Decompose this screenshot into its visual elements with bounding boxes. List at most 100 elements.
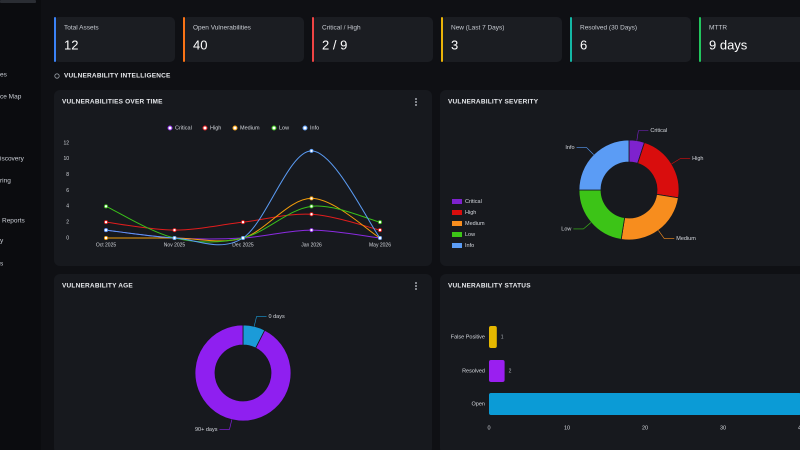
x-tick-label: Nov 2025 <box>164 242 186 248</box>
series-line <box>105 150 381 246</box>
y-tick-label: Open <box>472 401 485 407</box>
leader-line <box>573 222 592 230</box>
panel <box>54 90 432 266</box>
nav-item[interactable]: es <box>0 72 8 79</box>
pie-slice[interactable] <box>194 324 292 422</box>
nav-item[interactable]: iscovery <box>0 156 25 163</box>
kpi-accent <box>570 17 572 62</box>
kpi-value: 12 <box>64 37 78 52</box>
panel-title: VULNERABILITY STATUS <box>448 283 531 290</box>
point <box>172 235 177 240</box>
y-tick-label: 12 <box>63 140 69 146</box>
panel-title: VULNERABILITY SEVERITY <box>448 99 539 106</box>
legend-label[interactable]: Low <box>279 125 289 131</box>
nav-item[interactable]: s <box>0 261 4 268</box>
x-tick-label: 30 <box>720 425 726 431</box>
leader-line <box>636 130 649 141</box>
point <box>104 228 109 233</box>
panel <box>440 90 800 266</box>
kpi-label: Total Assets <box>64 25 99 32</box>
legend-label[interactable]: Critical <box>175 125 192 131</box>
x-tick-label: 40 <box>798 425 800 431</box>
kpi-accent <box>54 17 56 62</box>
legend-label[interactable]: Info <box>310 125 319 131</box>
nav-item[interactable]: y <box>0 238 4 245</box>
legend-marker <box>167 125 173 131</box>
kpi-label: New (Last 7 Days) <box>451 25 504 32</box>
x-tick-label: Oct 2025 <box>96 242 117 248</box>
y-tick-label: 2 <box>66 219 69 225</box>
nav-item[interactable]: ce Map <box>0 94 22 101</box>
legend-label[interactable]: Medium <box>240 125 260 131</box>
bar[interactable] <box>489 360 505 382</box>
kpi-card <box>699 17 800 62</box>
slice-label: Medium <box>676 236 696 242</box>
leader-line <box>658 230 675 239</box>
legend-marker <box>302 125 308 131</box>
point <box>104 235 109 240</box>
x-tick-label: 0 <box>487 425 490 431</box>
kpi-label: MTTR <box>709 25 727 32</box>
section-icon <box>54 73 60 79</box>
legend-label[interactable]: High <box>210 125 221 131</box>
x-tick-label: May 2026 <box>369 242 391 248</box>
leader-line <box>219 419 233 430</box>
legend-label[interactable]: Low <box>465 232 475 238</box>
kpi-card <box>441 17 562 62</box>
y-tick-label: 0 <box>66 235 69 241</box>
panel-title: VULNERABILITIES OVER TIME <box>62 99 163 106</box>
y-tick-label: Resolved <box>462 368 485 374</box>
point <box>172 228 177 233</box>
kpi-accent <box>183 17 185 62</box>
legend-swatch <box>452 199 462 204</box>
kpi-value: 40 <box>193 37 207 52</box>
point <box>309 228 314 233</box>
pie-slice[interactable] <box>578 139 630 191</box>
menu-icon[interactable] <box>415 282 417 290</box>
value-label: 2 <box>509 368 512 374</box>
y-tick-label: False Positive <box>451 334 485 340</box>
slice-label: High <box>692 156 703 162</box>
y-tick-label: 8 <box>66 172 69 178</box>
slice-label: 90+ days <box>195 427 218 433</box>
value-label: 1 <box>501 334 504 340</box>
kpi-value: 9 days <box>709 37 748 52</box>
panel <box>54 274 432 450</box>
legend-label[interactable]: High <box>465 210 476 216</box>
leader-line <box>671 158 691 165</box>
kpi-accent <box>312 17 314 62</box>
kpi-card <box>183 17 304 62</box>
slice-label: Critical <box>650 128 667 134</box>
nav-item[interactable]: Reports <box>2 218 26 225</box>
y-tick-label: 10 <box>63 156 69 162</box>
legend-marker <box>232 125 238 131</box>
slice-label: Low <box>561 226 571 232</box>
kpi-label: Resolved (30 Days) <box>580 25 637 32</box>
leader-line <box>253 316 267 327</box>
panel-title: VULNERABILITY AGE <box>62 283 133 290</box>
menu-icon[interactable] <box>415 98 417 106</box>
point <box>377 228 382 233</box>
point <box>377 220 382 225</box>
bar[interactable] <box>489 326 497 348</box>
legend-swatch <box>452 232 462 237</box>
kpi-card <box>570 17 691 62</box>
legend-swatch <box>452 221 462 226</box>
kpi-value: 2 / 9 <box>322 37 347 52</box>
y-tick-label: 6 <box>66 188 69 194</box>
bar[interactable] <box>489 393 800 415</box>
point <box>309 196 314 201</box>
legend-label[interactable]: Medium <box>465 221 485 227</box>
slice-label: 0 days <box>269 314 285 320</box>
leader-line <box>576 147 594 155</box>
point <box>309 148 314 153</box>
x-tick-label: Dec 2025 <box>232 242 254 248</box>
legend-swatch <box>452 243 462 248</box>
legend-label[interactable]: Info <box>465 243 474 249</box>
x-tick-label: 20 <box>642 425 648 431</box>
legend-label[interactable]: Critical <box>465 199 482 205</box>
nav-item[interactable]: ring <box>0 178 11 185</box>
legend-marker <box>271 125 277 131</box>
